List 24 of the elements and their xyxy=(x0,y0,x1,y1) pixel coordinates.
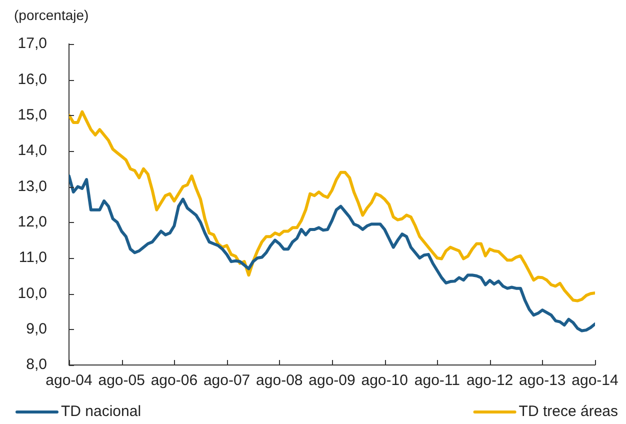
y-tick-label: 15,0 xyxy=(18,106,47,124)
y-tick-label: 14,0 xyxy=(18,142,47,160)
y-tick-label: 16,0 xyxy=(18,70,47,88)
x-tick-label: ago-07 xyxy=(203,372,250,390)
y-tick-label: 8,0 xyxy=(26,356,47,374)
x-tick-label: ago-08 xyxy=(256,372,303,390)
x-tick-label: ago-04 xyxy=(46,372,92,390)
x-tick-label: ago-05 xyxy=(98,372,145,390)
legend-label: TD trece áreas xyxy=(518,403,618,420)
y-axis-title: (porcentaje) xyxy=(14,6,89,23)
x-tick-label: ago-12 xyxy=(466,372,514,390)
x-tick-label: ago-11 xyxy=(414,372,460,390)
x-tick-label: ago-06 xyxy=(150,372,198,390)
y-tick-label: 11,0 xyxy=(18,249,47,266)
y-tick-label: 12,0 xyxy=(18,213,47,230)
y-tick-label: 17,0 xyxy=(18,35,47,52)
x-tick-label: ago-09 xyxy=(308,372,356,390)
x-tick-label: ago-14 xyxy=(572,372,618,390)
y-tick-label: 13,0 xyxy=(18,178,47,195)
x-tick-label: ago-13 xyxy=(519,372,566,390)
y-tick-label: 9,0 xyxy=(26,320,47,338)
legend-label: TD nacional xyxy=(61,403,142,420)
y-tick-label: 10,0 xyxy=(18,284,47,302)
x-tick-label: ago-10 xyxy=(361,372,408,390)
